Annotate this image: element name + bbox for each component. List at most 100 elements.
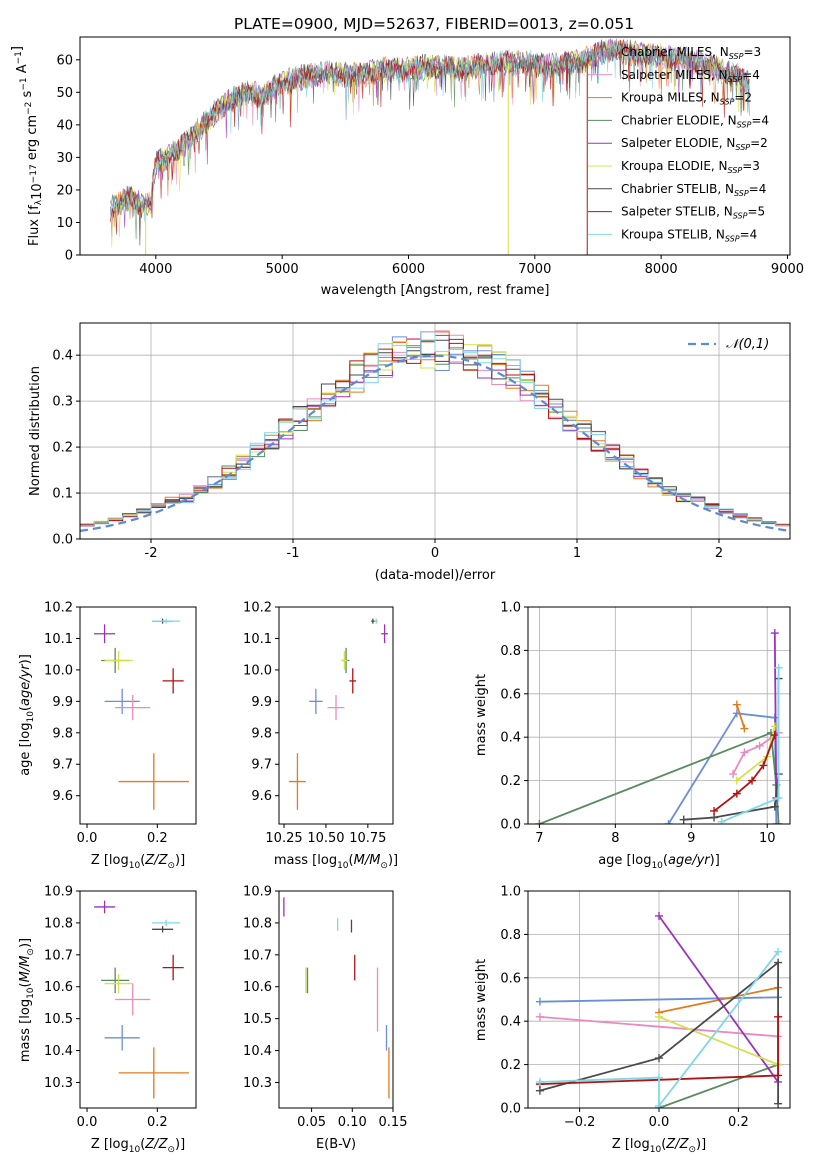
- x-tick-label: 2: [715, 546, 723, 561]
- y-tick-label: 50: [56, 86, 73, 101]
- y-tick-label: 0.2: [500, 1058, 521, 1073]
- weight-marker: [655, 911, 663, 920]
- axis-label-part: )]: [388, 853, 398, 868]
- weight-marker: [774, 793, 783, 802]
- y-tick-label: 0.1: [52, 487, 73, 502]
- legend-text: Chabrier ELODIE, N: [621, 113, 737, 127]
- weight-marker: [664, 820, 673, 824]
- legend-suffix: =4: [742, 68, 760, 82]
- legend-label: Chabrier ELODIE, NSSP=4: [621, 113, 769, 129]
- y-axis-label: mass [log10(M/M⊙)]: [18, 938, 36, 1062]
- weight-marker: [679, 815, 688, 824]
- y-axis-label-part: 10: [30, 183, 45, 200]
- spectrum-line: [110, 41, 750, 222]
- weight-marker: [772, 820, 781, 824]
- y-tick-label: 0: [65, 249, 73, 264]
- weight-marker: [748, 776, 757, 785]
- x-axis-label: Z [log10(Z/Z⊙)]: [91, 1137, 185, 1155]
- x-axis-label: age [log10(age/yr)]: [598, 853, 720, 871]
- axis-label-part: )]: [175, 1137, 185, 1152]
- weight-line: [732, 732, 780, 775]
- weight-line: [539, 1016, 779, 1038]
- x-axis-label: E(B-V): [316, 1137, 356, 1152]
- axis-label-part: 10: [129, 861, 141, 871]
- legend-label: Kroupa STELIB, NSSP=4: [621, 227, 757, 243]
- plot-area: [283, 897, 390, 1099]
- axis-label-part: 10: [650, 1145, 662, 1155]
- y-tick-label: 9.8: [52, 726, 73, 741]
- axis-label-part: Z/Z: [144, 853, 168, 868]
- legend-label: Salpeter STELIB, NSSP=5: [621, 205, 765, 221]
- axes-frame: [79, 322, 791, 540]
- y-tick-label: 10.9: [44, 885, 73, 900]
- y-tick-label: 9.6: [251, 789, 272, 804]
- weight-marker: [535, 997, 544, 1006]
- weight-marker: [755, 741, 764, 750]
- plot-area: [80, 330, 790, 532]
- axis-label-part: (: [349, 853, 354, 868]
- y-tick-label: 40: [56, 118, 73, 133]
- weight-marker: [655, 1101, 663, 1108]
- legend-text: Chabrier MILES, N: [621, 45, 729, 59]
- legend-label: 𝒩(0,1): [726, 337, 769, 352]
- weight-marker: [774, 947, 783, 956]
- y-tick-label: 0.8: [500, 928, 521, 943]
- y-tick-label: 0.0: [52, 533, 73, 548]
- y-tick-label: 10.5: [44, 1012, 73, 1027]
- weight-marker: [732, 789, 741, 798]
- y-tick-label: 0.0: [500, 1102, 521, 1117]
- x-tick-label: 4000: [139, 262, 172, 277]
- x-tick-label: 0.10: [338, 1115, 367, 1130]
- normal-curve: [80, 354, 790, 532]
- y-tick-label: 1.0: [500, 601, 521, 616]
- x-tick-label: 10.50: [307, 831, 344, 846]
- x-tick-label: 0.15: [379, 1115, 408, 1130]
- axis-label-part: Z/Z: [665, 1137, 689, 1152]
- legend-suffix: =2: [734, 91, 752, 105]
- weight-line: [539, 951, 779, 1108]
- y-tick-label: 10.1: [243, 632, 272, 647]
- x-tick-label: 8: [611, 831, 619, 846]
- y-tick-label: 9.6: [52, 789, 73, 804]
- y-tick-label: 10.4: [44, 1044, 73, 1059]
- legend-suffix: =5: [747, 205, 765, 219]
- plot-area: [94, 618, 189, 810]
- axis-label-part: 10: [337, 861, 349, 871]
- spectrum-line: [110, 39, 750, 235]
- y-tick-label: 10.4: [243, 1044, 272, 1059]
- legend-text: Salpeter ELODIE, N: [621, 136, 735, 150]
- y-tick-label: 20: [56, 183, 73, 198]
- legend-label: Kroupa MILES, NSSP=2: [621, 91, 752, 107]
- y-tick-label: 0.0: [500, 818, 521, 833]
- y-tick-label: 9.7: [251, 758, 272, 773]
- y-tick-label: 10.0: [44, 663, 73, 678]
- weight-marker: [535, 1012, 544, 1021]
- x-axis-label: Z [log10(Z/Z⊙)]: [612, 1137, 706, 1155]
- y-tick-label: 0.6: [500, 971, 521, 986]
- x-tick-label: 7: [535, 831, 543, 846]
- legend-subscript: SSP: [737, 120, 752, 129]
- axis-label-part: Z [log: [91, 853, 129, 868]
- legend-label: Kroupa ELODIE, NSSP=3: [621, 159, 760, 175]
- y-tick-label: 10.0: [243, 663, 272, 678]
- axes-frame: [79, 606, 197, 825]
- weight-marker: [740, 748, 749, 757]
- axis-label-part: Z [log: [612, 1137, 650, 1152]
- axis-label-part: age/yr: [18, 663, 33, 706]
- axis-label-part: 10: [129, 1145, 141, 1155]
- axis-label-part: M/M: [354, 853, 381, 868]
- y-tick-label: 9.7: [52, 758, 73, 773]
- weight-marker: [770, 722, 779, 731]
- axis-label-part: Z [log: [91, 1137, 129, 1152]
- y-tick-label: 0.4: [52, 349, 73, 364]
- y-axis-label: mass weight: [474, 674, 489, 756]
- axis-label-part: ⊙: [380, 861, 388, 871]
- x-axis-label: Z [log10(Z/Z⊙)]: [91, 853, 185, 871]
- legend-label: Chabrier STELIB, NSSP=4: [621, 182, 766, 198]
- x-tick-label: 0.2: [147, 831, 168, 846]
- axis-label-part: M/M: [18, 956, 33, 983]
- y-axis-label-part: ]: [10, 46, 25, 51]
- plot-area: [110, 38, 750, 255]
- axis-label-part: age [log: [598, 853, 651, 868]
